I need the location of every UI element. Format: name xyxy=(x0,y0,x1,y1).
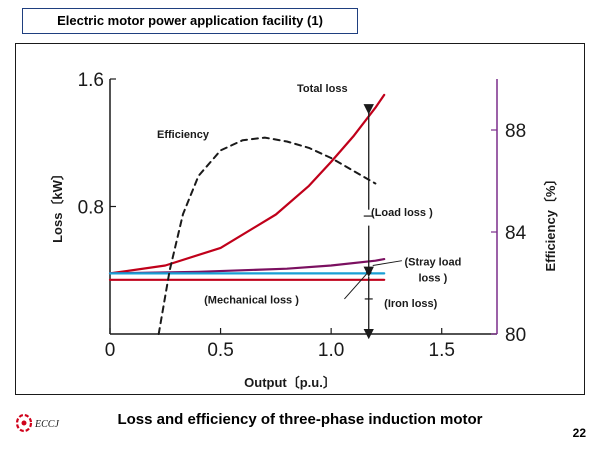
series-line-1 xyxy=(108,258,386,275)
axes-layer: 0 0.5 1.0 1.5 0.8 1.6 80 84 88 Output〔p.u.〕 Loss〔k… xyxy=(50,70,558,390)
series-line-4 xyxy=(157,136,377,335)
eccj-logo: ECCJ xyxy=(14,410,74,436)
logo-mark-icon xyxy=(15,413,33,433)
y-axis-label-left: Loss〔kW〕 xyxy=(50,167,65,243)
y-right-tick-label: 88 xyxy=(505,121,526,142)
annotation-label: (Stray load xyxy=(404,256,461,268)
logo-text: ECCJ xyxy=(34,419,59,430)
page-number: 22 xyxy=(572,426,586,440)
stray-leader xyxy=(372,260,402,266)
slide-title: Electric motor power application facilit… xyxy=(22,8,358,34)
series-layer xyxy=(108,93,386,335)
y-right-tick-label: 80 xyxy=(505,325,526,346)
mechanical-leader xyxy=(344,273,368,300)
annotation-label: Total loss xyxy=(297,83,348,95)
annotation-label: (Load loss ) xyxy=(371,207,433,219)
series-line-0 xyxy=(108,93,386,275)
x-tick-label: 0 xyxy=(105,340,116,361)
annotation-label: (Iron loss) xyxy=(384,298,438,310)
y-right-tick-label: 84 xyxy=(505,223,527,244)
x-axis-label: Output〔p.u.〕 xyxy=(244,375,336,390)
annotation-label: loss ) xyxy=(419,272,448,284)
y-left-tick-label: 1.6 xyxy=(78,70,104,91)
annotation-label: (Mechanical loss ) xyxy=(204,295,299,307)
slide-caption: Loss and efficiency of three-phase induc… xyxy=(117,411,483,428)
x-tick-label: 1.0 xyxy=(318,340,344,361)
x-tick-label: 1.5 xyxy=(429,340,455,361)
chart-frame xyxy=(15,43,585,395)
y-left-tick-label: 0.8 xyxy=(78,198,104,219)
annotation-layer: Total loss Efficiency (Load loss ) (Stray l… xyxy=(157,83,461,340)
annotation-label: Efficiency xyxy=(157,129,210,141)
x-tick-label: 0.5 xyxy=(207,340,233,361)
y-axis-label-right: Efficiency〔%〕 xyxy=(543,173,558,272)
marker-point xyxy=(365,269,372,275)
